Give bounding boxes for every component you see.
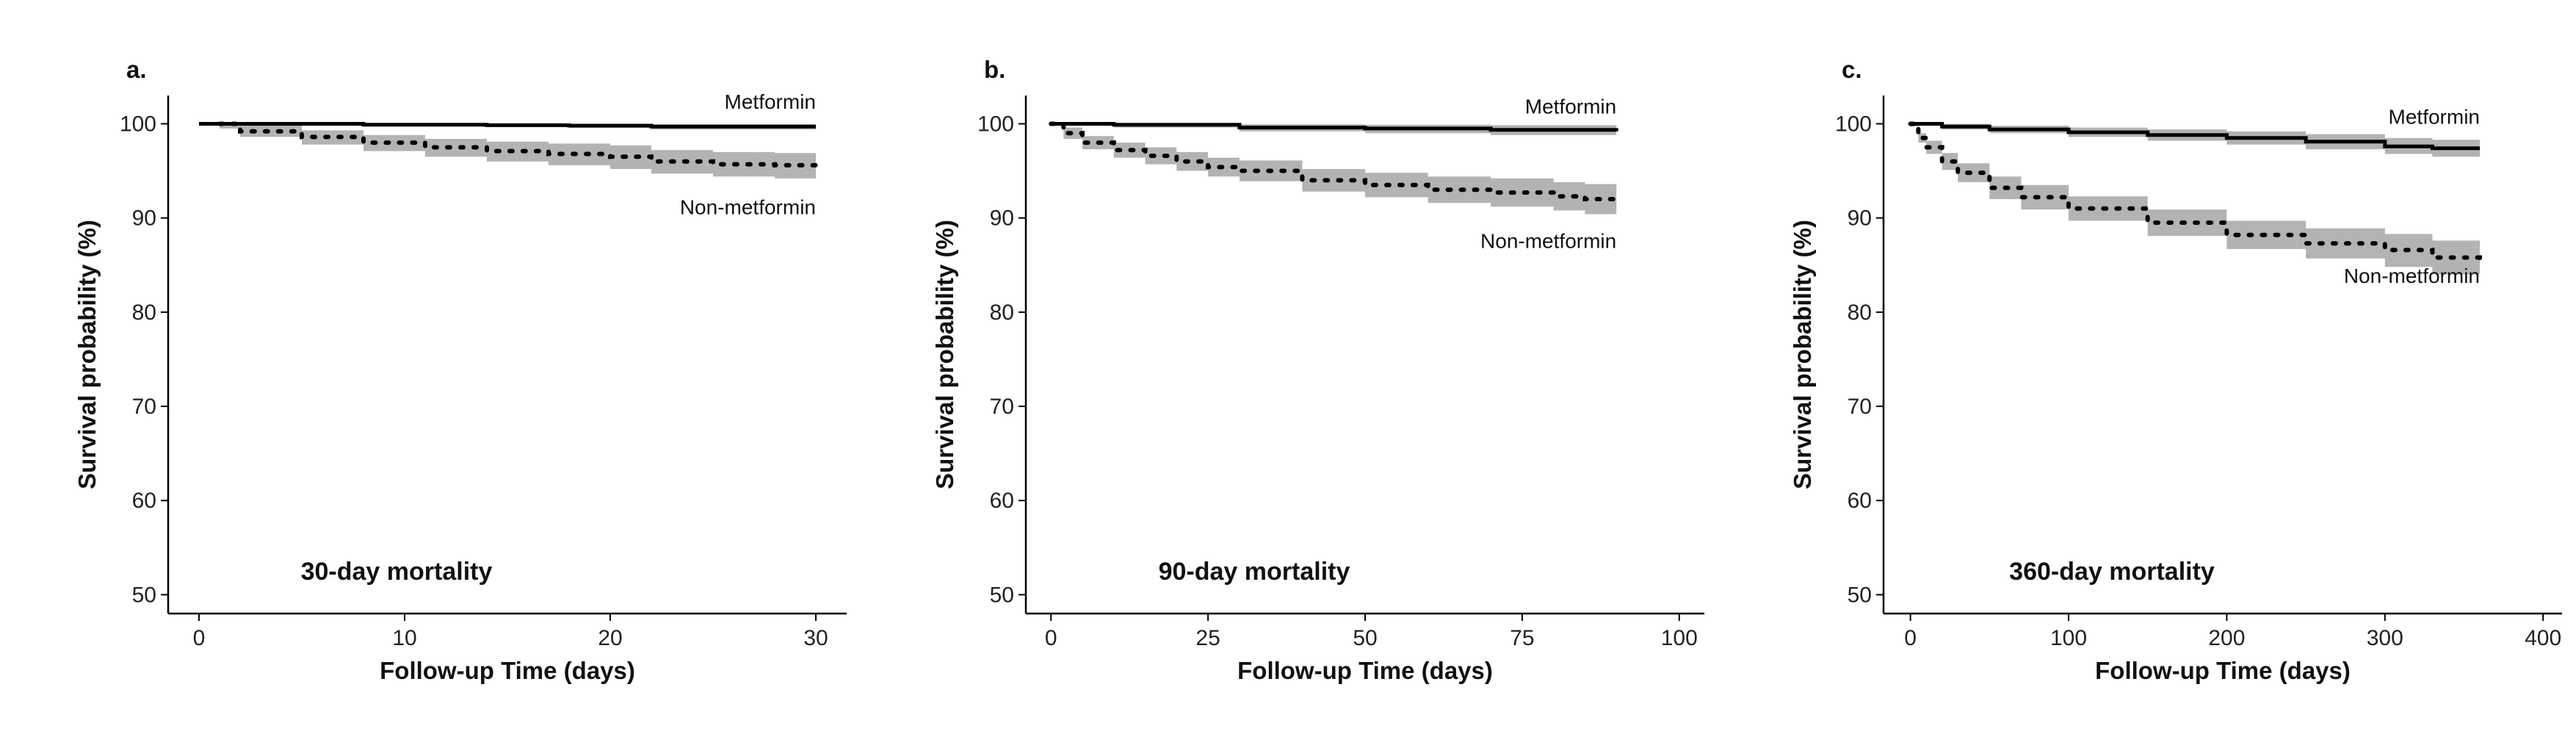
- y-tick-label: 90: [990, 206, 1014, 231]
- x-tick-label: 100: [2050, 626, 2087, 650]
- chart-panel-c: 50 60 70 80 90 100 0 100 200 300 400 Survival proba…: [1789, 56, 2562, 684]
- non-metformin-survival-line: [1049, 121, 1619, 206]
- y-tick-label: 100: [1835, 112, 1872, 136]
- x-tick-label: 75: [1510, 626, 1534, 650]
- chart-title: 30-day mortality: [301, 558, 493, 586]
- x-tick-label: 10: [392, 626, 416, 650]
- non-metformin-confidence-band: [1051, 123, 1617, 220]
- y-tick-label: 50: [990, 583, 1014, 607]
- y-tick-label: 100: [977, 112, 1014, 136]
- chart-title: 90-day mortality: [1159, 558, 1350, 586]
- metformin-series-label: Metformin: [2389, 105, 2480, 128]
- y-tick-label: 90: [132, 206, 156, 231]
- x-tick-label: 300: [2367, 626, 2403, 650]
- x-tick-label: 30: [803, 626, 828, 650]
- y-tick-label: 100: [120, 112, 156, 136]
- y-tick-label: 80: [1848, 301, 1872, 325]
- y-tick-label: 80: [990, 301, 1014, 325]
- panel-letter: c.: [1842, 56, 1862, 83]
- chart-title: 360-day mortality: [2009, 558, 2215, 586]
- y-axis-title: Survival probability (%): [931, 220, 958, 489]
- y-axis-title: Survival probability (%): [1789, 220, 1816, 489]
- non-metformin-series-label: Non-metformin: [2344, 265, 2480, 287]
- non-metformin-series-label: Non-metformin: [1480, 230, 1616, 253]
- x-tick-label: 400: [2525, 626, 2561, 650]
- x-tick-label: 20: [598, 626, 622, 650]
- y-tick-label: 50: [132, 583, 156, 607]
- x-tick-label: 0: [1045, 626, 1057, 650]
- y-tick-label: 60: [990, 489, 1014, 513]
- metformin-survival-line: [1051, 122, 1618, 132]
- non-metformin-survival-line: [217, 121, 818, 169]
- chart-panel-a: 50 60 70 80 90 100 0 10 20 30 Survival probability…: [73, 56, 847, 684]
- x-tick-label: 0: [1904, 626, 1917, 650]
- chart-panel-b: 50 60 70 80 90 100 0 25 50 75 100 Survival probabil…: [931, 56, 1704, 684]
- metformin-survival-line: [1910, 122, 2480, 151]
- x-tick-label: 25: [1195, 626, 1220, 650]
- panel-letter: a.: [126, 56, 147, 83]
- y-tick-label: 50: [1848, 583, 1872, 607]
- y-tick-label: 70: [990, 395, 1014, 419]
- non-metformin-confidence-band: [220, 123, 816, 181]
- x-axis-title: Follow-up Time (days): [380, 657, 635, 684]
- y-tick-label: 70: [1848, 395, 1872, 419]
- metformin-confidence-band: [1910, 123, 2480, 158]
- y-axis-title: Survival probability (%): [73, 220, 101, 489]
- non-metformin-series-label: Non-metformin: [680, 196, 816, 219]
- y-tick-label: 60: [132, 489, 156, 513]
- x-axis-title: Follow-up Time (days): [2095, 657, 2351, 684]
- non-metformin-confidence-band: [1910, 123, 2480, 281]
- y-tick-label: 90: [1848, 206, 1872, 231]
- x-tick-label: 200: [2208, 626, 2245, 650]
- x-axis-title: Follow-up Time (days): [1237, 657, 1493, 684]
- y-tick-label: 80: [132, 301, 156, 325]
- y-tick-label: 70: [132, 395, 156, 419]
- x-tick-label: 100: [1661, 626, 1698, 650]
- metformin-survival-line: [199, 122, 816, 129]
- panel-letter: b.: [984, 56, 1005, 83]
- x-tick-label: 0: [193, 626, 206, 650]
- metformin-series-label: Metformin: [725, 90, 816, 113]
- non-metformin-survival-line: [1908, 121, 2482, 266]
- y-tick-label: 60: [1848, 489, 1872, 513]
- metformin-series-label: Metformin: [1525, 95, 1616, 118]
- x-tick-label: 50: [1353, 626, 1377, 650]
